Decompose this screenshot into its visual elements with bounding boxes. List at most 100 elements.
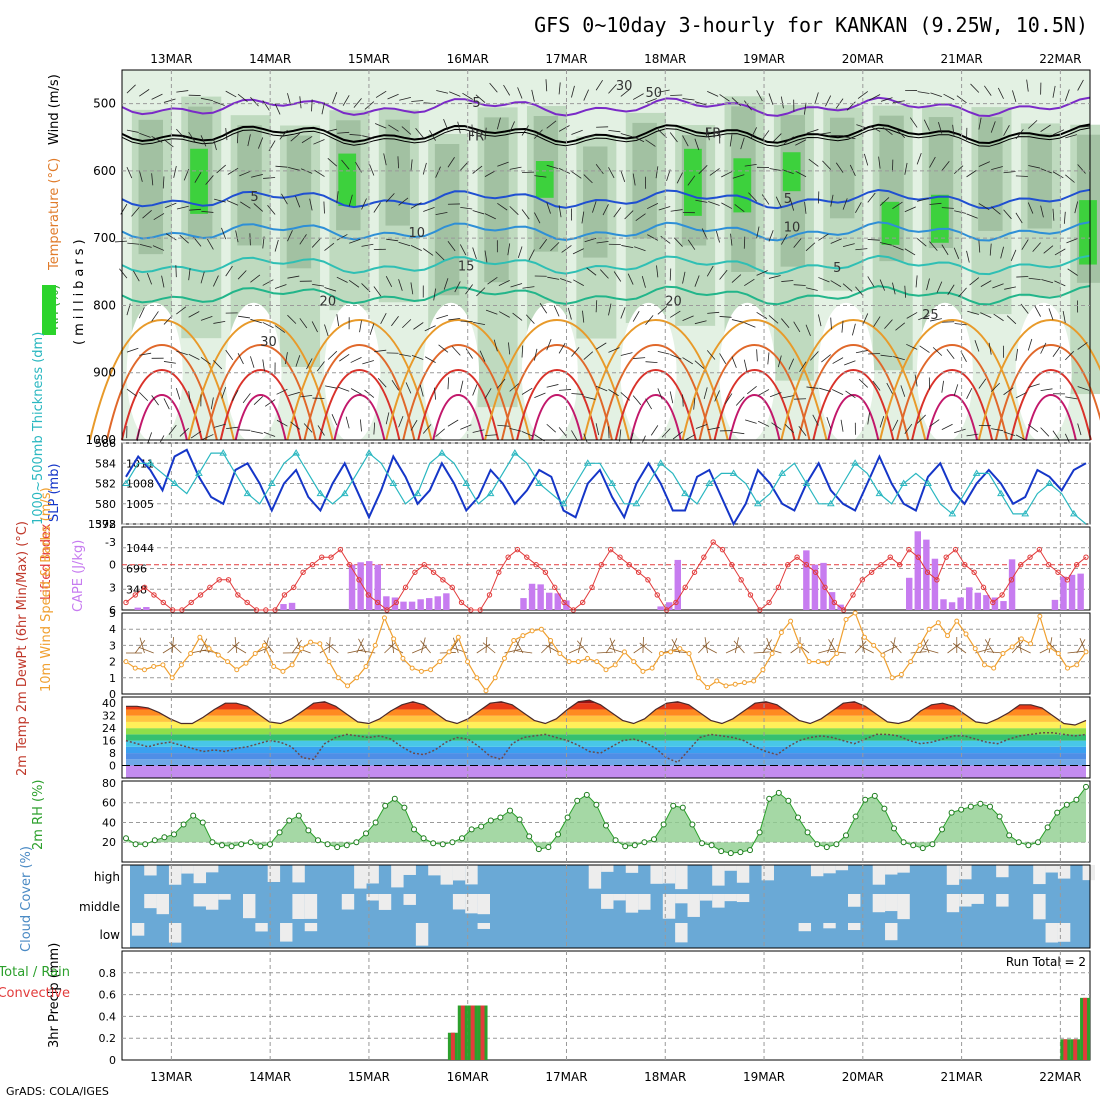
cloud-gap: [193, 865, 207, 884]
rh-shade-dark: [978, 117, 1003, 231]
rh2m-point: [699, 840, 705, 847]
rh2m-point: [363, 830, 369, 837]
rh2m-point: [737, 849, 744, 856]
wind-barb: [276, 388, 288, 395]
wind-speed-point: [1028, 641, 1034, 647]
rh2m-point: [727, 850, 734, 857]
wind-barb: [880, 242, 892, 246]
wind-barb: [424, 325, 436, 332]
wind-barb: [1052, 430, 1061, 441]
thickness-point: [948, 509, 957, 517]
lifted-index-point: [253, 607, 260, 613]
wind-barb: [1074, 201, 1079, 214]
lifted-index-point: [188, 599, 194, 606]
wind-barb: [633, 357, 646, 359]
wind-barb: [670, 354, 682, 360]
wind-barb: [497, 202, 508, 211]
wind-barb: [162, 176, 165, 189]
wind-barb: [781, 280, 794, 282]
cape-bar: [966, 587, 973, 610]
wind-barb: [299, 96, 302, 109]
cloud-gap: [959, 894, 972, 907]
wind-barb: [132, 270, 140, 282]
wind-barb: [744, 322, 756, 328]
rh2m-point: [257, 843, 264, 850]
wind-barb: [730, 233, 733, 246]
wind-barb: [213, 360, 223, 370]
thickness-point: [1069, 509, 1078, 517]
cape-bar: [1000, 601, 1007, 610]
wind-barb: [729, 134, 733, 147]
lifted-index-point: [468, 607, 474, 613]
lifted-index-point: [458, 599, 465, 606]
rh2m-point: [286, 817, 293, 824]
rh2m-point: [151, 837, 158, 844]
wind-barb: [460, 161, 469, 171]
rh-shade-high: [190, 148, 208, 214]
wind-barb: [706, 265, 714, 277]
lifted-index-point: [831, 599, 838, 606]
wind-barb: [250, 274, 261, 283]
rh2m-point: [305, 827, 312, 834]
wind-barb-10m: [545, 644, 561, 654]
wind-speed-point: [981, 662, 987, 668]
wind-barb: [719, 353, 727, 364]
wind-barb: [917, 91, 930, 94]
rh2m-point: [900, 839, 907, 846]
wind-barb: [383, 153, 387, 166]
wind-barb-10m: [358, 638, 367, 654]
wind-speed-point: [326, 659, 332, 665]
wind-barb: [331, 414, 338, 426]
wind-barb: [810, 351, 819, 361]
rh2m-point: [939, 826, 945, 833]
wind-speed-point: [714, 678, 720, 684]
wind-barb: [176, 306, 187, 315]
wind-barb: [1067, 268, 1078, 276]
rh2m-point: [891, 825, 897, 832]
lifted-index-point: [924, 569, 931, 575]
wind-speed-point: [557, 651, 563, 656]
wind-speed-point: [1074, 662, 1080, 668]
cape-bar: [348, 564, 356, 610]
wind-barb-10m: [1011, 640, 1024, 654]
wind-barb: [465, 348, 473, 359]
wind-barb: [674, 237, 683, 247]
wind-barb: [114, 240, 127, 243]
wind-speed-point: [926, 626, 932, 632]
lifted-index-point: [962, 562, 968, 568]
wind-barb: [682, 271, 686, 284]
wind-barb: [287, 314, 297, 324]
thickness-point: [219, 449, 228, 456]
wind-barb: [669, 132, 678, 143]
wind-barb: [226, 426, 239, 430]
cloud-gap: [625, 865, 639, 873]
rh2m-point: [353, 839, 360, 846]
lifted-index-point: [524, 554, 530, 560]
wind-barb: [435, 166, 441, 178]
y-tick-cape-top: 1392: [88, 518, 116, 531]
wind-barb: [534, 392, 546, 398]
wind-barb: [323, 201, 325, 214]
wind-barb: [805, 242, 816, 252]
wind-barb: [472, 429, 485, 433]
wind-barb: [761, 194, 770, 205]
wind-barb: [842, 283, 853, 292]
wind-barb: [399, 97, 412, 101]
lifted-index-point: [654, 592, 660, 598]
wind-barb: [200, 135, 207, 147]
wind-barb: [714, 390, 720, 402]
wind-barb: [1006, 315, 1017, 325]
wind-barb: [958, 287, 967, 298]
warm-isotherm: [187, 318, 334, 441]
wind-barb: [756, 270, 768, 276]
wind-barb: [923, 119, 930, 131]
wind-barb: [324, 242, 335, 251]
wind-barb: [656, 265, 659, 278]
wind-speed-point: [437, 659, 443, 665]
wind-barb: [822, 160, 832, 170]
wind-barb: [914, 374, 918, 387]
cloud-gap: [946, 894, 960, 913]
wind-barb: [454, 281, 461, 293]
cloud-gap: [810, 865, 824, 877]
wind-barb: [398, 279, 403, 291]
